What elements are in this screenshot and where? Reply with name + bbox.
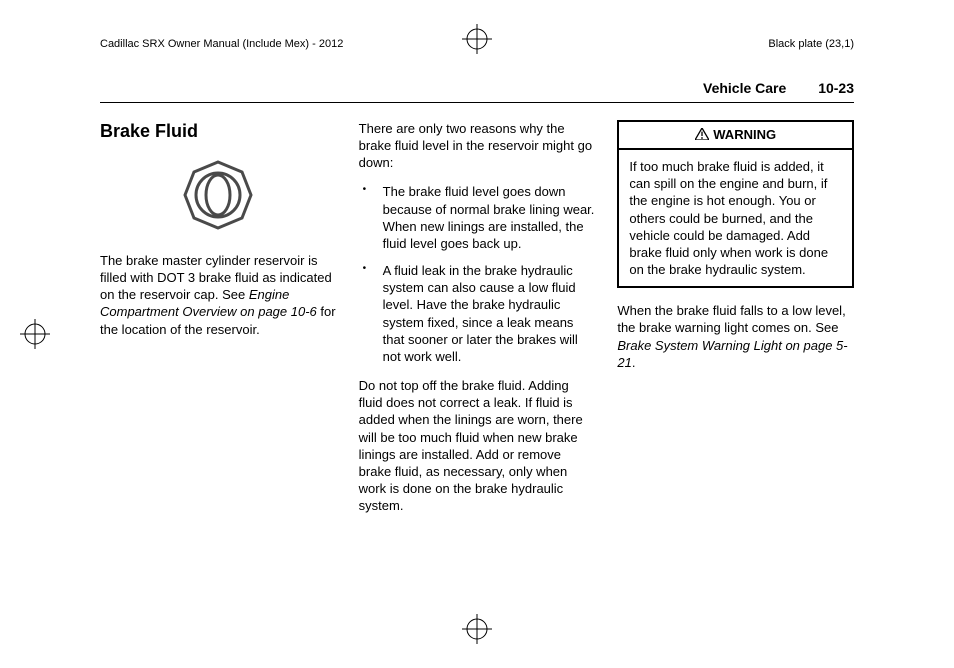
section-name: Vehicle Care: [703, 80, 786, 96]
intro-text-a: The brake master cylinder reservoir is f…: [100, 253, 332, 302]
plate-label: Black plate (23,1): [768, 38, 854, 50]
after-text-a: When the brake fluid falls to a low leve…: [617, 303, 845, 335]
list-item: A fluid leak in the brake hydraulic syst…: [359, 262, 596, 365]
list-item: The brake fluid level goes down because …: [359, 183, 596, 252]
reasons-lead: There are only two reasons why the brake…: [359, 120, 596, 171]
page-content: Brake Fluid The brake master cylinder re…: [100, 120, 854, 608]
registration-mark-top-icon: [462, 24, 492, 54]
warning-title: WARNING: [619, 122, 852, 150]
after-warning-paragraph: When the brake fluid falls to a low leve…: [617, 302, 854, 371]
registration-mark-bottom-icon: [462, 614, 492, 644]
after-text-b: .: [632, 355, 636, 370]
running-head: Vehicle Care 10-23: [703, 80, 854, 96]
column-3: WARNING If too much brake fluid is added…: [617, 120, 854, 608]
reservoir-cap-icon: [100, 158, 337, 236]
registration-mark-left-icon: [20, 319, 50, 349]
header-rule: [100, 102, 854, 103]
warning-body: If too much brake fluid is added, it can…: [619, 150, 852, 286]
warning-label: WARNING: [713, 127, 776, 142]
manual-title: Cadillac SRX Owner Manual (Include Mex) …: [100, 38, 343, 50]
column-2: There are only two reasons why the brake…: [359, 120, 596, 608]
reasons-list: The brake fluid level goes down because …: [359, 183, 596, 365]
intro-paragraph: The brake master cylinder reservoir is f…: [100, 252, 337, 338]
warning-triangle-icon: [695, 127, 709, 144]
column-1: Brake Fluid The brake master cylinder re…: [100, 120, 337, 608]
warning-box: WARNING If too much brake fluid is added…: [617, 120, 854, 288]
brake-fluid-heading: Brake Fluid: [100, 120, 337, 144]
after-crossref: Brake System Warning Light on page 5-21: [617, 338, 847, 370]
do-not-top-off: Do not top off the brake fluid. Adding f…: [359, 377, 596, 514]
page-number: 10-23: [818, 80, 854, 96]
